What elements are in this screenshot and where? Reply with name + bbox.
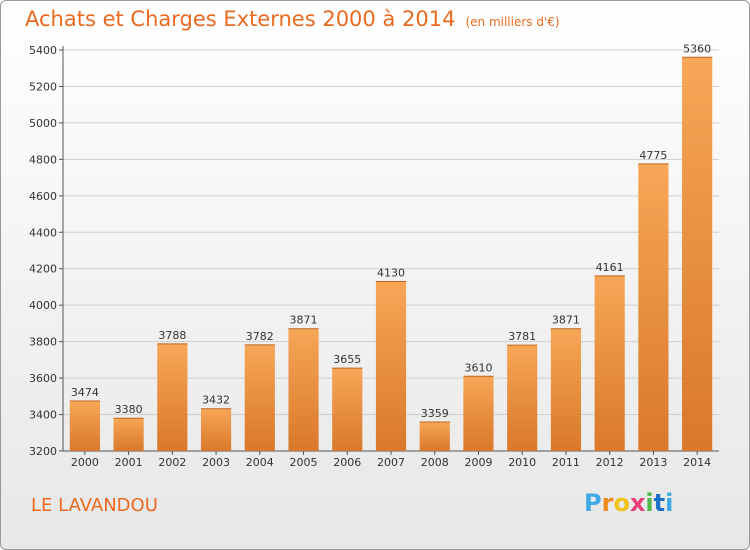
y-tick-label: 5000 [29,117,57,130]
data-label-2005: 3871 [290,314,318,327]
y-tick-label: 5200 [29,80,57,93]
bar-2003 [200,408,232,451]
x-tick-label-2006: 2006 [333,456,361,469]
data-label-2000: 3474 [71,386,99,399]
logo-letter: t [653,489,666,517]
bar-2002 [157,343,188,451]
bar-2014 [682,57,713,452]
bar-2010 [507,345,538,451]
data-label-2004: 3782 [246,330,274,343]
y-tick-label: 4400 [29,226,57,239]
x-tick-label-2007: 2007 [377,456,405,469]
bar-2005 [288,328,319,451]
y-tick-label: 4200 [29,263,57,276]
data-label-2009: 3610 [464,361,492,374]
x-tick-label-2005: 2005 [290,456,318,469]
y-tick-label: 4600 [29,190,57,203]
bars [69,56,713,452]
chart-title-text: Achats et Charges Externes 2000 à 2014 [25,7,456,31]
y-tick-label: 4800 [29,153,57,166]
logo-letter: o [613,489,630,517]
bar-2011 [550,328,582,451]
logo-letter: P [584,489,602,517]
x-tick-label-2013: 2013 [639,456,667,469]
x-tick-label-2003: 2003 [202,456,230,469]
chart-title: Achats et Charges Externes 2000 à 2014 (e… [25,7,560,31]
x-tick-label-2000: 2000 [71,456,99,469]
data-label-2001: 3380 [115,403,143,416]
y-tick-label: 3800 [29,336,57,349]
x-tick-label-2002: 2002 [158,456,186,469]
logo-letter: i [645,489,654,517]
data-label-2003: 3432 [202,394,230,407]
labels: 3474 2000 3380 2001 3788 2002 3432 2003 3782 2004… [71,42,711,469]
commune-name: LE LAVANDOU [31,495,158,516]
x-tick-label-2010: 2010 [508,456,536,469]
chart-unit: (en milliers d'€) [465,15,560,29]
bar-2009 [463,376,494,451]
y-tick-label: 3200 [29,445,57,458]
logo-letter: r [601,489,614,517]
data-label-2011: 3871 [552,314,580,327]
bar-2013 [638,163,669,451]
y-tick-label: 3400 [29,409,57,422]
data-label-2006: 3655 [333,353,361,366]
bar-2006 [332,368,363,451]
bar-2012 [594,275,625,451]
logo-letter: i [665,489,674,517]
y-tick-label: 4000 [29,299,57,312]
x-tick-label-2008: 2008 [421,456,449,469]
y-tick-label: 3600 [29,372,57,385]
proxiti-logo: Proxiti [584,489,673,517]
x-tick-label-2009: 2009 [464,456,492,469]
bar-2004 [244,344,275,451]
logo-letter: x [629,489,646,517]
x-tick-label-2004: 2004 [246,456,274,469]
x-tick-label-2014: 2014 [683,456,711,469]
x-tick-label-2001: 2001 [115,456,143,469]
data-label-2002: 3788 [158,329,186,342]
data-label-2013: 4775 [639,149,667,162]
data-label-2008: 3359 [421,407,449,420]
data-label-2012: 4161 [596,261,624,274]
x-tick-label-2011: 2011 [552,456,580,469]
bar-2008 [419,422,450,451]
data-label-2014: 5360 [683,42,711,55]
bar-2001 [113,418,144,451]
y-tick-label: 5400 [29,44,57,57]
data-label-2007: 4130 [377,266,405,279]
bar-2000 [69,401,100,451]
data-label-2010: 3781 [508,330,536,343]
bar-2007 [375,281,407,451]
x-tick-label-2012: 2012 [596,456,624,469]
